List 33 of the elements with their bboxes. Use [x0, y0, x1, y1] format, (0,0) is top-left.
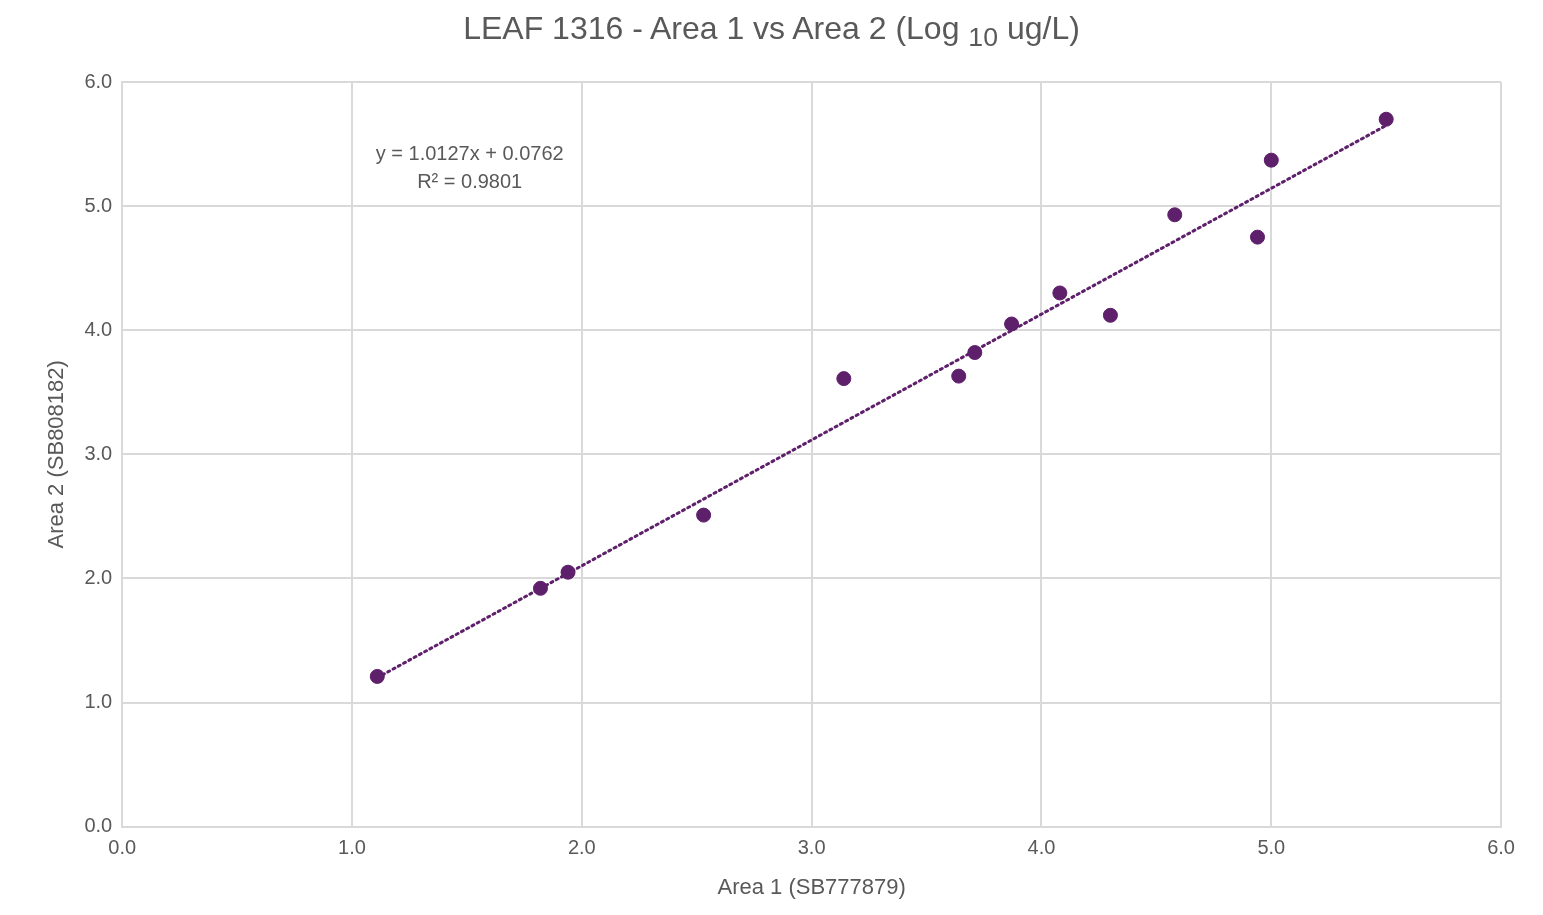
y-tick-label: 0.0 [84, 814, 113, 837]
x-tick-label: 2.0 [567, 836, 596, 859]
point [836, 371, 852, 387]
x-tick-label: 3.0 [797, 836, 826, 859]
y-tick-label: 6.0 [84, 69, 113, 92]
annotation: y = 1.0127x + 0.0762 [375, 141, 564, 164]
point [1102, 307, 1118, 323]
point [1052, 285, 1068, 301]
x-axis-title: Area 1 (SB777879) [717, 873, 906, 899]
point [696, 507, 712, 523]
point [369, 668, 385, 684]
point [560, 564, 576, 580]
point [532, 580, 548, 596]
y-axis-title: Area 2 (SB808182) [43, 360, 69, 549]
y-tick-label: 3.0 [84, 441, 113, 464]
point [1378, 111, 1394, 127]
x-tick-label: 6.0 [1487, 836, 1515, 859]
point [1167, 207, 1183, 223]
x-tick-label: 1.0 [338, 836, 366, 859]
point [1004, 316, 1020, 332]
y-tick-label: 4.0 [84, 317, 113, 340]
annotation: R² = 0.9801 [417, 169, 523, 192]
point [1263, 152, 1279, 168]
chart-title: LEAF 1316 - Area 1 vs Area 2 (Log $_{10}$ ug/L) [462, 10, 1081, 54]
x-tick-label: 0.0 [108, 836, 137, 859]
x-tick-label: 4.0 [1027, 836, 1056, 859]
y-tick-label: 2.0 [84, 565, 113, 588]
point [951, 368, 967, 384]
x-tick-label: 5.0 [1257, 836, 1286, 859]
y-tick-label: 1.0 [84, 690, 113, 713]
point [1249, 229, 1265, 245]
y-tick-label: 5.0 [84, 193, 113, 216]
point [967, 345, 983, 361]
